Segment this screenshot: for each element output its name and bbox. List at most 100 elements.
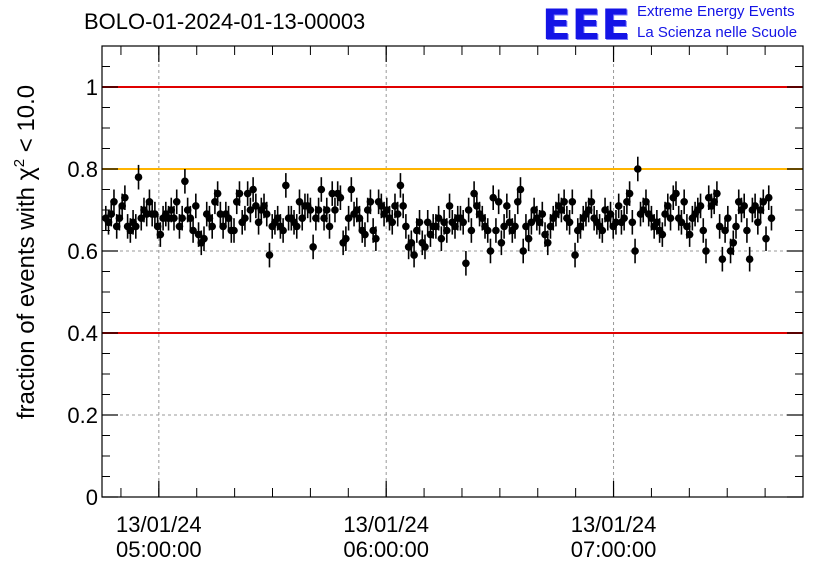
- data-point: [243, 181, 252, 206]
- point-marker: [312, 214, 320, 222]
- data-series: [101, 156, 776, 276]
- data-point: [494, 189, 503, 215]
- data-point: [606, 201, 615, 227]
- point-marker: [470, 189, 478, 198]
- data-point: [265, 242, 274, 268]
- point-marker: [331, 206, 339, 214]
- point-marker: [309, 243, 317, 251]
- data-point: [336, 185, 345, 210]
- data-point: [715, 214, 724, 239]
- data-point: [642, 189, 650, 215]
- data-point: [344, 205, 353, 231]
- data-point: [246, 197, 255, 223]
- data-point: [145, 189, 154, 215]
- data-point: [500, 214, 508, 239]
- data-point: [325, 214, 334, 239]
- data-point: [702, 238, 710, 264]
- point-marker: [112, 222, 121, 231]
- point-marker: [587, 198, 596, 206]
- point-marker: [432, 222, 440, 231]
- data-point: [292, 214, 301, 239]
- point-marker: [107, 210, 116, 218]
- data-point: [192, 193, 200, 219]
- point-marker: [696, 202, 705, 210]
- data-point: [565, 210, 574, 235]
- point-marker: [729, 239, 738, 247]
- data-point: [434, 205, 443, 231]
- point-marker: [325, 222, 334, 231]
- point-marker: [639, 206, 648, 214]
- x-tick-label-time: 06:00:00: [343, 537, 429, 562]
- point-marker: [172, 198, 181, 206]
- point-marker: [620, 214, 628, 222]
- point-marker: [762, 234, 770, 243]
- point-marker: [726, 247, 735, 255]
- data-point: [110, 189, 118, 215]
- data-point: [170, 205, 178, 231]
- point-marker: [183, 206, 192, 214]
- point-marker: [440, 218, 448, 227]
- point-marker: [366, 198, 375, 206]
- data-point: [142, 201, 151, 227]
- data-point: [543, 230, 552, 256]
- data-point: [208, 214, 216, 239]
- y-tick-label: 0.2: [67, 403, 98, 428]
- data-point: [762, 226, 770, 251]
- point-marker: [443, 226, 451, 235]
- point-marker: [361, 230, 369, 239]
- point-marker: [500, 222, 508, 231]
- point-marker: [181, 177, 189, 186]
- point-marker: [265, 251, 274, 259]
- point-marker: [110, 198, 118, 206]
- y-tick-label: 0.6: [67, 239, 98, 264]
- data-point: [224, 205, 233, 231]
- point-marker: [628, 218, 637, 227]
- point-marker: [740, 202, 748, 210]
- point-marker: [151, 210, 159, 218]
- point-marker: [672, 189, 680, 198]
- point-marker: [522, 222, 530, 231]
- point-marker: [497, 239, 506, 247]
- point-marker: [352, 206, 361, 214]
- point-marker: [121, 193, 129, 202]
- data-point: [459, 210, 467, 235]
- point-marker: [254, 218, 263, 227]
- point-marker: [759, 198, 768, 206]
- data-point: [393, 201, 402, 227]
- point-marker: [661, 210, 669, 218]
- data-point: [423, 210, 432, 235]
- data-point: [186, 205, 195, 231]
- point-marker: [552, 210, 560, 218]
- point-marker: [710, 198, 718, 206]
- axis-ticks: [102, 45, 804, 498]
- point-marker: [685, 230, 694, 239]
- point-marker: [451, 222, 459, 231]
- horizontal-reference-lines: [102, 86, 803, 334]
- point-marker: [369, 226, 377, 235]
- point-marker: [216, 210, 225, 218]
- x-tick-label-time: 07:00:00: [571, 537, 657, 562]
- data-point: [538, 201, 547, 227]
- x-tick-label-date: 13/01/24: [116, 512, 202, 537]
- point-marker: [530, 206, 538, 214]
- data-point: [399, 193, 407, 219]
- data-point: [767, 205, 776, 231]
- point-marker: [647, 214, 656, 222]
- point-marker: [164, 214, 173, 222]
- point-marker: [232, 198, 241, 206]
- point-marker: [194, 230, 203, 239]
- data-point: [503, 193, 511, 219]
- point-marker: [355, 214, 364, 222]
- data-point: [172, 189, 181, 215]
- data-point: [421, 234, 429, 260]
- data-point: [620, 205, 628, 231]
- point-marker: [653, 218, 661, 227]
- point-marker: [421, 243, 429, 251]
- point-marker: [623, 198, 631, 206]
- data-point: [415, 210, 424, 235]
- data-point: [309, 234, 317, 260]
- point-marker: [767, 214, 776, 222]
- data-point: [568, 189, 577, 215]
- data-point: [410, 242, 418, 268]
- point-marker: [565, 218, 574, 227]
